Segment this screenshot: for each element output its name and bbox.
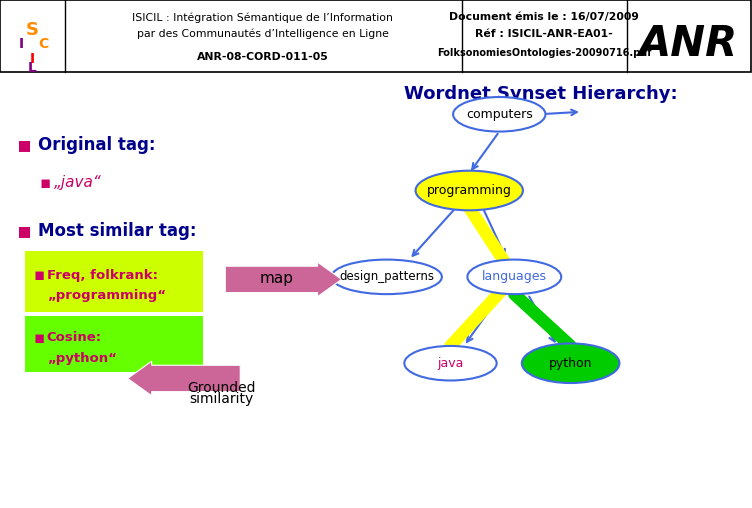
Text: ▪: ▪ [33,329,44,347]
FancyBboxPatch shape [25,316,204,372]
Text: design_patterns: design_patterns [339,270,434,283]
Text: S: S [26,21,39,40]
Ellipse shape [416,171,523,210]
FancyBboxPatch shape [0,0,750,72]
Text: I: I [19,37,23,51]
Text: ▪: ▪ [17,135,32,155]
Text: java: java [438,357,464,370]
Text: python: python [549,357,593,370]
Text: „java“: „java“ [54,175,102,190]
Ellipse shape [405,346,496,380]
Text: Grounded: Grounded [187,380,256,395]
Text: map: map [259,271,293,286]
Text: C: C [38,37,49,51]
Text: languages: languages [482,270,547,283]
Text: I: I [30,52,35,67]
Ellipse shape [453,97,545,132]
Text: ANR-08-CORD-011-05: ANR-08-CORD-011-05 [197,52,329,62]
Text: L: L [28,61,37,75]
FancyBboxPatch shape [25,251,204,312]
Text: „programming“: „programming“ [47,289,165,302]
Text: similarity: similarity [190,392,253,406]
Text: programming: programming [427,184,511,197]
Text: Freq, folkrank:: Freq, folkrank: [47,269,158,282]
Text: ANR: ANR [639,23,738,65]
Ellipse shape [522,343,620,383]
Text: Cosine:: Cosine: [47,331,102,344]
Text: Original tag:: Original tag: [38,136,155,154]
Text: FolksonomiesOntologies-20090716.pdf: FolksonomiesOntologies-20090716.pdf [437,48,651,58]
Ellipse shape [468,260,561,294]
Text: ▪: ▪ [33,266,44,284]
Text: ISICIL : Intégration Sémantique de l’Information: ISICIL : Intégration Sémantique de l’Inf… [132,12,393,22]
Text: Wordnet Synset Hierarchy:: Wordnet Synset Hierarchy: [404,85,678,103]
Text: ▪: ▪ [39,174,50,192]
Ellipse shape [332,260,442,294]
Text: „python“: „python“ [47,352,117,365]
FancyArrow shape [128,361,240,396]
Text: Réf : ISICIL-ANR-EA01-: Réf : ISICIL-ANR-EA01- [475,29,613,39]
FancyArrow shape [226,262,341,297]
Text: par des Communautés d’Intelligence en Ligne: par des Communautés d’Intelligence en Li… [137,29,389,39]
Text: computers: computers [466,108,532,121]
Text: Most similar tag:: Most similar tag: [38,222,196,240]
Text: ▪: ▪ [17,221,32,241]
Text: Document émis le : 16/07/2009: Document émis le : 16/07/2009 [450,12,639,22]
